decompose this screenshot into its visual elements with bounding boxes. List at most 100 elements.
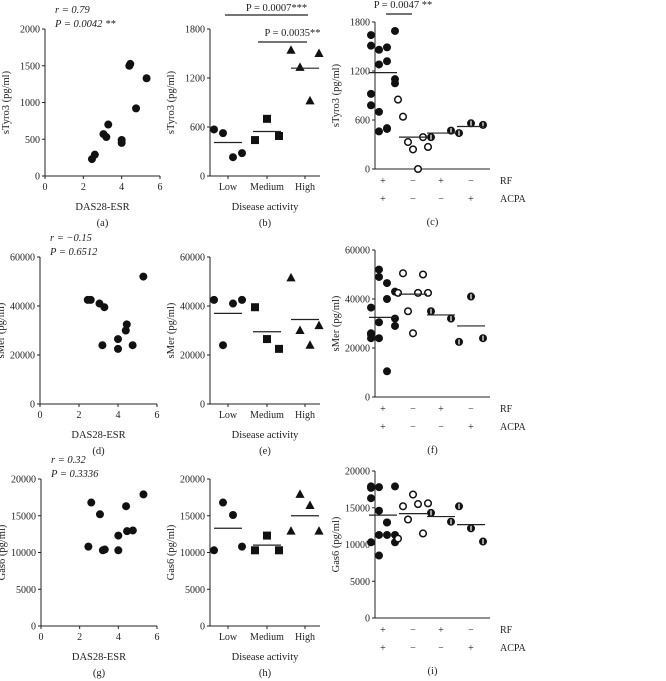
y-tick-label: 60000	[10, 253, 35, 264]
data-point	[238, 295, 246, 304]
y-tick-label: 10000	[11, 548, 36, 559]
acpa-sign: −	[410, 422, 416, 433]
rf-sign: −	[468, 404, 474, 415]
data-point	[251, 136, 259, 145]
data-point	[367, 101, 375, 110]
data-point	[423, 142, 433, 151]
data-point	[210, 295, 218, 304]
data-point	[117, 135, 126, 144]
y-axis-label: sTyro3 (pg/ml)	[1, 70, 12, 134]
data-point	[455, 502, 463, 511]
data-point	[98, 341, 107, 350]
data-point	[403, 138, 413, 147]
category-label: Low	[219, 632, 238, 643]
data-point	[479, 334, 487, 343]
y-tick-label: 40000	[345, 295, 370, 306]
data-point	[305, 340, 315, 349]
data-point	[84, 542, 93, 551]
data-point	[375, 272, 383, 281]
row-label-acpa: ACPA	[500, 643, 527, 654]
data-point	[286, 526, 296, 535]
rf-sign: +	[438, 625, 444, 636]
panel-d: 0 20000 40000 60000 sMer (pg/ml) 0 2 4 6 DAS28-ES…	[0, 233, 160, 457]
y-tick-label: 2000	[20, 25, 40, 36]
category-label: Low	[219, 182, 238, 193]
data-point	[114, 546, 123, 555]
row-label-rf: RF	[500, 404, 513, 415]
y-tick-label: 0	[31, 622, 36, 633]
y-axis-label: sMer (pg/ml)	[166, 302, 177, 358]
data-point	[427, 133, 435, 142]
data-point	[398, 112, 408, 121]
rf-sign: +	[380, 176, 386, 187]
category-label: Medium	[250, 182, 284, 193]
data-point	[367, 303, 375, 312]
data-point	[87, 498, 96, 507]
x-tick-label: 0	[39, 632, 44, 643]
data-point	[275, 344, 283, 353]
data-point	[391, 79, 399, 88]
data-point	[391, 321, 399, 330]
data-point	[383, 57, 391, 66]
category-label: Medium	[250, 410, 284, 421]
data-point	[238, 542, 246, 551]
data-point	[418, 270, 428, 279]
y-tick-label: 15000	[11, 511, 36, 522]
panel-label: (a)	[97, 218, 109, 229]
acpa-sign: −	[410, 643, 416, 654]
stat-annotation: P = 0.6512	[49, 247, 98, 258]
data-point	[263, 114, 271, 123]
data-point	[427, 508, 435, 517]
y-tick-label: 20000	[180, 475, 205, 486]
data-point	[418, 529, 428, 538]
y-axis-label: Gas6 (pg/ml)	[0, 524, 8, 580]
x-axis-label: DAS28-ESR	[71, 430, 125, 441]
x-axis-label: Disease activity	[232, 652, 300, 663]
y-tick-label: 10000	[180, 548, 205, 559]
x-tick-label: 4	[119, 182, 124, 193]
data-point	[128, 526, 137, 535]
data-point	[393, 288, 403, 297]
data-point	[375, 551, 383, 560]
data-point	[114, 344, 122, 353]
data-point	[393, 95, 403, 104]
data-point	[375, 483, 383, 492]
y-axis-label: sMer (pg/ml)	[331, 295, 342, 351]
data-point	[263, 531, 271, 540]
y-tick-label: 1800	[185, 25, 205, 36]
data-point	[375, 506, 383, 515]
data-point	[367, 330, 375, 339]
acpa-sign: +	[468, 422, 474, 433]
x-tick-label: 2	[77, 632, 82, 643]
y-tick-label: 5000	[185, 585, 205, 596]
x-tick-label: 2	[77, 410, 82, 421]
data-point	[383, 279, 391, 288]
panel-label: (d)	[92, 446, 105, 457]
panel-h: 0 5000 10000 15000 20000 Gas6 (pg/ml) Low Mediu…	[166, 475, 324, 679]
rf-sign: +	[380, 625, 386, 636]
rf-sign: −	[410, 176, 416, 187]
data-point	[375, 318, 383, 327]
data-point	[375, 45, 383, 54]
data-point	[219, 341, 227, 350]
y-tick-label: 0	[365, 614, 370, 625]
x-tick-label: 6	[155, 632, 160, 643]
data-point	[383, 124, 391, 133]
acpa-sign: +	[468, 194, 474, 205]
data-point	[408, 490, 418, 499]
y-tick-label: 500	[25, 135, 40, 146]
data-point	[286, 45, 296, 54]
y-tick-label: 1800	[350, 18, 370, 29]
panel-label: (i)	[428, 666, 438, 677]
y-tick-label: 5000	[16, 585, 36, 596]
data-point	[229, 153, 237, 162]
data-point	[286, 272, 296, 282]
data-point	[219, 129, 227, 138]
stat-annotation: r = −0.15	[50, 233, 92, 244]
data-point	[139, 272, 148, 281]
data-point	[375, 127, 383, 136]
data-point	[367, 538, 375, 547]
data-point	[114, 335, 122, 344]
y-tick-label: 5000	[350, 577, 370, 588]
category-label: High	[295, 632, 315, 643]
